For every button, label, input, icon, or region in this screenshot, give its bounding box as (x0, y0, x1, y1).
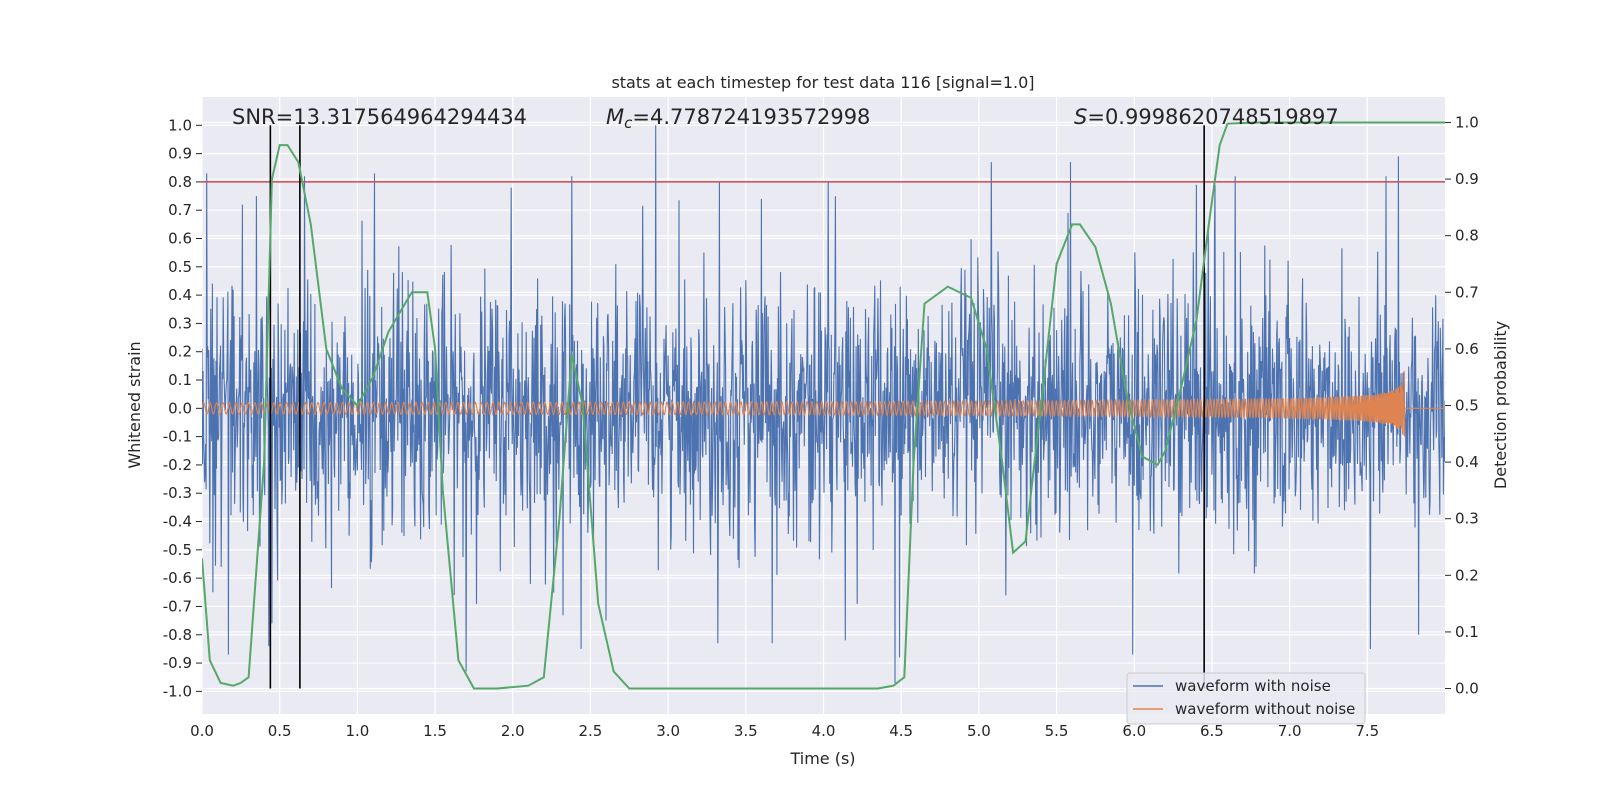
legend-box (1126, 672, 1366, 725)
y-tick-label-5: 0.5 (168, 258, 192, 276)
x-tick-label-11: 5.5 (1045, 722, 1069, 740)
y-tick-label-11: -0.1 (163, 428, 192, 446)
y-tick-label-9: 0.1 (168, 371, 192, 389)
s-symbol: S (1074, 105, 1087, 129)
y-tick-label-7: 0.3 (168, 314, 192, 332)
y-tick-label-3: 0.7 (168, 201, 192, 219)
legend-label-clean: waveform without noise (1175, 700, 1355, 718)
x-tick-label-4: 2.0 (501, 722, 525, 740)
y2-tick-label-0: 1.0 (1455, 113, 1479, 131)
detection-probability-line (202, 121, 1445, 690)
x-tick-label-2: 1.0 (345, 722, 369, 740)
y2-axis-label: Detection probability (1491, 321, 1510, 489)
s-annotation: S=0.9998620748519897 (1074, 105, 1339, 129)
y-tick-label-16: -0.6 (163, 569, 192, 587)
y-tick-label-19: -0.9 (163, 654, 192, 672)
waveform-with-noise-line (202, 125, 1445, 683)
y-axis-label: Whitened strain (125, 341, 144, 468)
y-tick-label-13: -0.3 (163, 484, 192, 502)
chart-title: stats at each timestep for test data 116… (611, 73, 1034, 92)
y2-tick-label-7: 0.3 (1455, 510, 1479, 528)
y2-tick-label-2: 0.8 (1455, 227, 1479, 245)
y2-tick-label-9: 0.1 (1455, 623, 1479, 641)
x-tick-label-15: 7.5 (1355, 722, 1379, 740)
legend: waveform with noise waveform without noi… (1126, 672, 1366, 725)
y-tick-label-20: -1.0 (163, 682, 192, 700)
x-ticks: 0.0 0.5 1.0 1.5 2.0 2.5 3.0 3.5 4.0 4.5 5.0 5.5 6.0 6… (190, 722, 1379, 740)
y2-tick-label-6: 0.4 (1455, 453, 1479, 471)
y-tick-label-15: -0.5 (163, 541, 192, 559)
y-tick-label-4: 0.6 (168, 230, 192, 248)
y-tick-label-2: 0.8 (168, 173, 192, 191)
y2-tick-label-8: 0.2 (1455, 566, 1479, 584)
y-tick-label-17: -0.7 (163, 597, 192, 615)
x-tick-label-1: 0.5 (268, 722, 292, 740)
snr-annotation: SNR=13.317564964294434 (232, 105, 527, 129)
x-tick-label-3: 1.5 (423, 722, 447, 740)
x-tick-label-9: 4.5 (889, 722, 913, 740)
y-ticks: 1.0 0.9 0.8 0.7 0.6 0.5 0.4 0.3 0.2 0.1 0.0 -0.1 -0.… (163, 116, 202, 700)
x-tick-label-5: 2.5 (579, 722, 603, 740)
y2-tick-label-5: 0.5 (1455, 397, 1479, 415)
y-tick-label-10: 0.0 (168, 399, 192, 417)
mc-symbol: M (606, 105, 624, 129)
x-tick-label-14: 7.0 (1278, 722, 1302, 740)
y-tick-label-14: -0.4 (163, 513, 192, 531)
waveform-without-noise-line (202, 370, 1445, 437)
legend-label-noise: waveform with noise (1175, 677, 1331, 695)
x-tick-label-12: 6.0 (1122, 722, 1146, 740)
y2-tick-label-1: 0.9 (1455, 170, 1479, 188)
x-tick-label-8: 4.0 (812, 722, 836, 740)
x-axis-label: Time (s) (789, 749, 855, 768)
mc-value: =4.778724193572998 (632, 105, 870, 129)
mc-annotation: Mc=4.778724193572998 (606, 105, 870, 132)
y-tick-label-0: 1.0 (168, 116, 192, 134)
y-tick-label-1: 0.9 (168, 145, 192, 163)
x-tick-label-0: 0.0 (190, 722, 214, 740)
mc-subscript: c (624, 114, 633, 132)
plot-content (202, 121, 1445, 690)
y-tick-label-6: 0.4 (168, 286, 192, 304)
y2-ticks: 1.0 0.9 0.8 0.7 0.6 0.5 0.4 0.3 0.2 0.1 0.0 (1445, 113, 1479, 698)
y2-tick-label-3: 0.7 (1455, 283, 1479, 301)
s-value: =0.9998620748519897 (1087, 105, 1338, 129)
y-tick-label-8: 0.2 (168, 343, 192, 361)
x-tick-label-6: 3.0 (656, 722, 680, 740)
y2-tick-label-10: 0.0 (1455, 680, 1479, 698)
y-tick-label-12: -0.2 (163, 456, 192, 474)
y-tick-label-18: -0.8 (163, 626, 192, 644)
y2-tick-label-4: 0.6 (1455, 340, 1479, 358)
x-tick-label-10: 5.0 (967, 722, 991, 740)
x-tick-label-13: 6.5 (1200, 722, 1224, 740)
x-tick-label-7: 3.5 (734, 722, 758, 740)
